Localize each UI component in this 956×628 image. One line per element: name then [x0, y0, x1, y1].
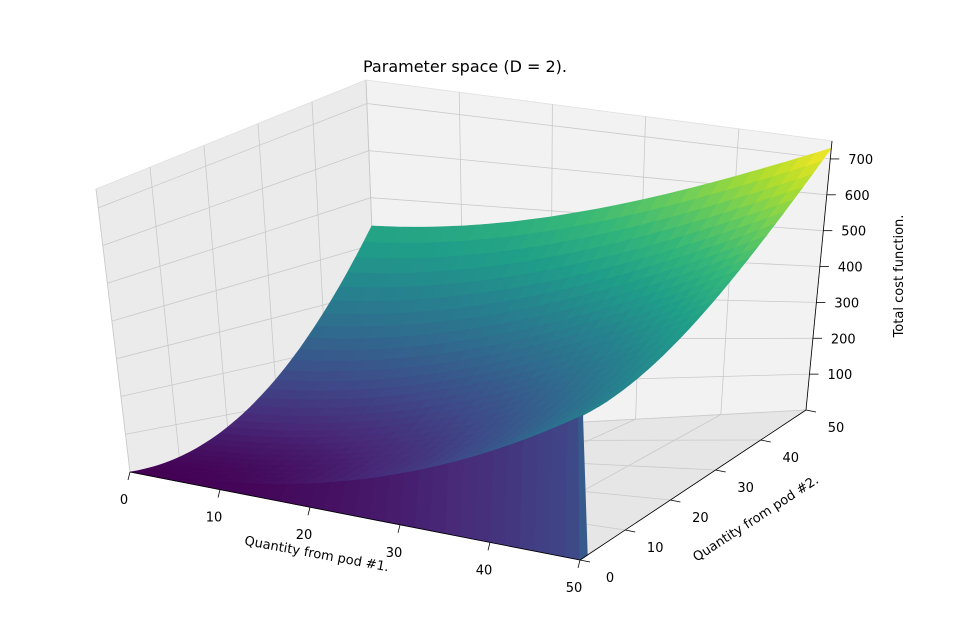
y-tick-mark	[670, 499, 681, 503]
y-tick-mark	[579, 559, 591, 563]
y-tick-mark	[715, 469, 726, 473]
z-tick-label: 700	[848, 153, 873, 168]
x-tick-mark	[217, 489, 221, 498]
tick-labels: 0102030405001020304050100200300400500600…	[120, 153, 873, 596]
z-tick-label: 600	[845, 189, 870, 204]
z-tick-label: 400	[838, 261, 863, 276]
x-tick-mark	[307, 507, 311, 516]
y-tick-label: 10	[647, 541, 664, 556]
y-tick-label: 0	[606, 571, 614, 586]
y-axis-line	[579, 409, 807, 561]
cost-surface	[129, 147, 833, 561]
x-tick-mark	[127, 471, 131, 481]
chart-title: Parameter space (D = 2).	[363, 57, 567, 76]
y-tick-label: 20	[692, 511, 709, 526]
z-axis-line	[805, 140, 833, 411]
x-tick-mark	[397, 524, 401, 533]
x-axis-line	[129, 471, 581, 561]
z-tick-label: 300	[834, 296, 859, 311]
x-tick-label: 40	[476, 563, 493, 578]
x-tick-label: 30	[386, 546, 403, 561]
x-tick-mark	[487, 542, 491, 551]
x-axis-label: Quantity from pod #1.	[243, 534, 390, 575]
z-tick-label: 500	[841, 225, 866, 240]
x-tick-mark	[577, 559, 581, 569]
z-gridline	[102, 150, 827, 246]
z-axis-label: Total cost function.	[892, 215, 907, 339]
y-tick-mark	[760, 439, 771, 443]
y-tick-label: 50	[828, 421, 845, 436]
x-tick-label: 10	[206, 511, 223, 526]
z-tick-label: 200	[831, 332, 856, 347]
y-tick-mark	[625, 529, 636, 533]
x-tick-label: 20	[296, 528, 313, 543]
z-gridline	[98, 103, 831, 209]
y-tick-mark	[805, 409, 817, 413]
x-tick-label: 0	[120, 493, 128, 508]
y-axis-label: Quantity from pod #2.	[691, 473, 822, 565]
y-tick-label: 40	[783, 451, 800, 466]
y-tick-label: 30	[737, 481, 754, 496]
x-tick-label: 50	[566, 581, 583, 596]
z-tick-label: 100	[828, 368, 853, 383]
axis-lines	[129, 140, 833, 561]
